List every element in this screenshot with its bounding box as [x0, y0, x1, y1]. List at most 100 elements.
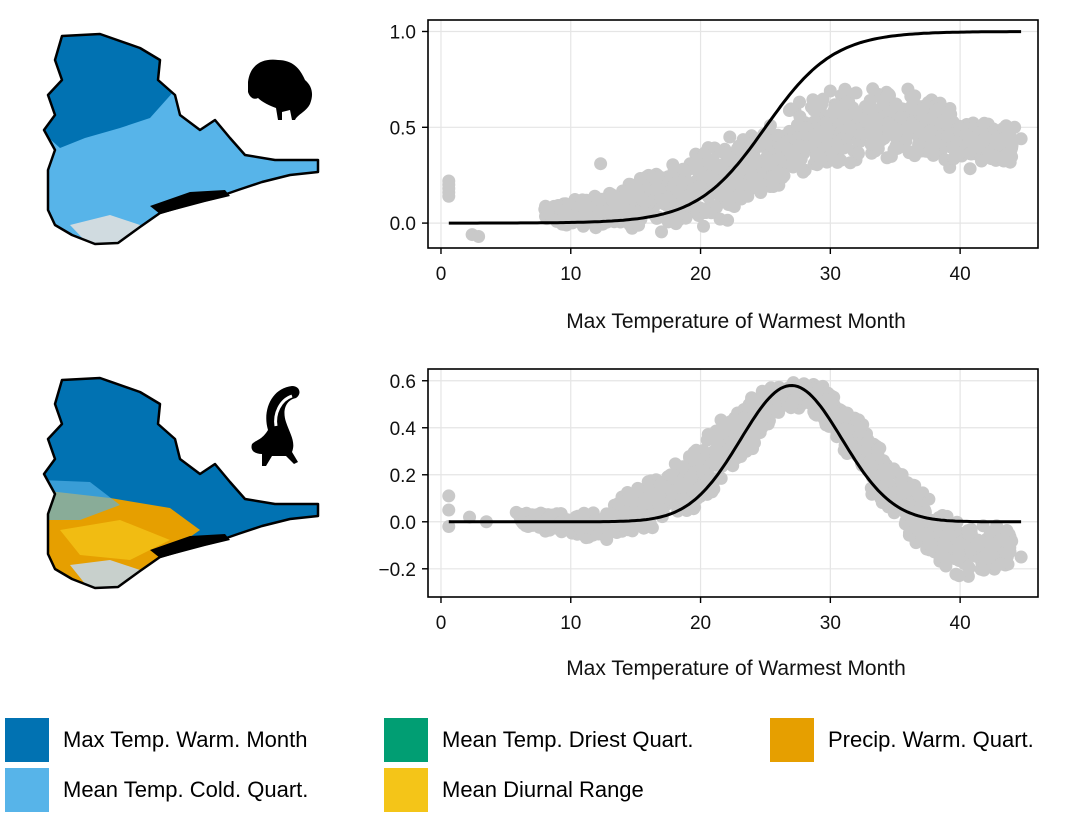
x-tick-label: 20 — [690, 613, 711, 634]
scatter-point — [1014, 132, 1028, 146]
scatter-point — [939, 117, 953, 131]
scatter-point — [843, 120, 857, 134]
legend-label: Max Temp. Warm. Month — [63, 727, 308, 752]
scatter-point — [941, 526, 955, 540]
scatter-point — [645, 521, 659, 535]
scatter-point — [509, 505, 523, 519]
y-tick-label: 0.0 — [390, 513, 416, 534]
y-tick-label: 0.0 — [390, 214, 416, 235]
x-tick-label: 40 — [950, 264, 971, 285]
scatter-point — [983, 525, 997, 539]
scatter-point — [814, 152, 828, 166]
map-bottom-region-cold-quart — [44, 480, 120, 520]
scatter-point — [472, 230, 486, 244]
scatter-point — [618, 522, 632, 535]
scatter-point — [1008, 120, 1022, 134]
scatter-point — [843, 156, 857, 170]
x-axis-label: Max Temperature of Warmest Month — [566, 310, 906, 333]
legend-swatch — [384, 718, 428, 762]
scatter-point — [583, 210, 597, 224]
scatter-point — [951, 541, 965, 555]
scatter-point — [741, 189, 755, 203]
scatter-point — [819, 116, 833, 130]
scatter-point — [837, 109, 851, 123]
scatter-point — [730, 142, 744, 156]
scatter-point — [541, 206, 555, 220]
scatter-point — [972, 139, 986, 153]
scatter-point — [646, 170, 660, 184]
legend: Max Temp. Warm. Month Mean Temp. Cold. Q… — [0, 710, 1069, 820]
scatter-point — [889, 97, 903, 111]
scatter-point — [775, 171, 789, 184]
x-tick-label: 0 — [436, 613, 447, 634]
scatter-point — [816, 92, 830, 106]
scatter-point — [929, 104, 943, 118]
scatter-point — [952, 569, 966, 583]
scatter-point — [963, 162, 977, 176]
legend-item-mean-temp-driest-quart: Mean Temp. Driest Quart. — [384, 718, 693, 762]
plot-frame — [427, 368, 1039, 598]
scatter-point — [962, 527, 976, 541]
scatter-point — [722, 151, 736, 164]
scatter-point — [912, 487, 926, 501]
scatter-point — [605, 190, 619, 204]
scatter-point — [830, 137, 844, 151]
y-tick-label: −0.2 — [378, 560, 416, 581]
scatter-point — [977, 116, 991, 130]
scatter-point — [977, 563, 991, 577]
chart-top: 0 10 20 30 40 0.0 0.5 1.0 Max Temperature of War… — [390, 19, 1039, 333]
scatter-point — [859, 114, 872, 128]
legend-label: Mean Temp. Cold. Quart. — [63, 777, 309, 802]
scatter-point — [961, 560, 975, 574]
scatter-point — [860, 436, 874, 450]
scatter-point — [766, 155, 780, 169]
scatter-point — [734, 450, 748, 463]
scatter-point — [1000, 524, 1014, 537]
scatter-point — [999, 148, 1013, 162]
scatter-point — [894, 110, 908, 124]
scatter-point — [825, 153, 839, 167]
scatter-point — [866, 137, 880, 151]
y-tick-label: 0.5 — [390, 118, 416, 139]
scatter-point — [721, 213, 735, 227]
scatter-point — [677, 492, 691, 506]
scatter-point — [862, 97, 876, 111]
scatter-point — [848, 411, 862, 425]
scatter-point — [442, 189, 456, 203]
fitted-curve — [448, 30, 1022, 225]
x-tick-label: 40 — [950, 613, 971, 634]
scatter-point — [837, 412, 851, 426]
scatter-point — [687, 445, 701, 459]
scatter-point — [714, 188, 728, 202]
scatter-point — [896, 480, 910, 493]
x-tick-label: 0 — [436, 264, 447, 285]
map-panel-bottom — [42, 376, 320, 590]
scatter-point — [642, 483, 656, 497]
x-tick-label: 10 — [560, 264, 581, 285]
y-tick-label: 0.2 — [390, 466, 416, 487]
scatter-point — [676, 460, 690, 474]
scatter-point — [786, 160, 800, 174]
scatter-point — [649, 183, 662, 196]
scatter-point — [908, 149, 922, 163]
legend-swatch — [770, 718, 814, 762]
scatter-point — [655, 225, 668, 239]
scatter-point — [709, 446, 723, 460]
scatter-point — [988, 133, 1002, 147]
scatter-point — [959, 127, 973, 141]
scatter-point — [710, 158, 724, 172]
scatter-point — [673, 476, 687, 489]
scatter-point — [937, 511, 951, 525]
scatter-point — [594, 157, 608, 171]
scatter-point — [988, 149, 1002, 163]
scatter-point — [924, 124, 938, 138]
legend-swatch — [5, 768, 49, 812]
scatter-point — [651, 491, 665, 505]
y-tick-label: 1.0 — [390, 22, 416, 43]
scatter-point — [887, 462, 901, 476]
legend-item-max-temp-warm-month: Max Temp. Warm. Month — [5, 718, 308, 762]
scatter-point — [700, 170, 713, 184]
scatter-point — [988, 538, 1002, 552]
scatter-point — [701, 428, 715, 441]
scatter-point — [785, 397, 799, 411]
